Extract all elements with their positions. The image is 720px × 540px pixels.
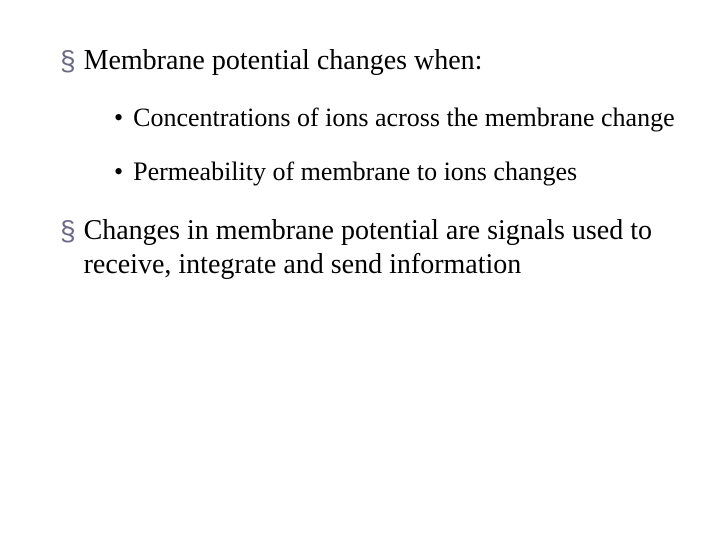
- sublist: • Concentrations of ions across the memb…: [114, 102, 700, 188]
- section-icon: §: [60, 44, 76, 78]
- dot-icon: •: [114, 102, 123, 134]
- bullet-level1: § Changes in membrane potential are sign…: [60, 214, 700, 282]
- bullet-text: Membrane potential changes when:: [84, 44, 483, 78]
- bullet-text: Concentrations of ions across the membra…: [133, 102, 675, 134]
- bullet-level2: • Concentrations of ions across the memb…: [114, 102, 700, 134]
- section-icon: §: [60, 214, 76, 248]
- bullet-text: Permeability of membrane to ions changes: [133, 156, 577, 188]
- dot-icon: •: [114, 156, 123, 188]
- bullet-text: Changes in membrane potential are signal…: [84, 214, 700, 282]
- bullet-level2: • Permeability of membrane to ions chang…: [114, 156, 700, 188]
- slide-content: § Membrane potential changes when: • Con…: [0, 0, 720, 282]
- bullet-level1: § Membrane potential changes when:: [60, 44, 700, 78]
